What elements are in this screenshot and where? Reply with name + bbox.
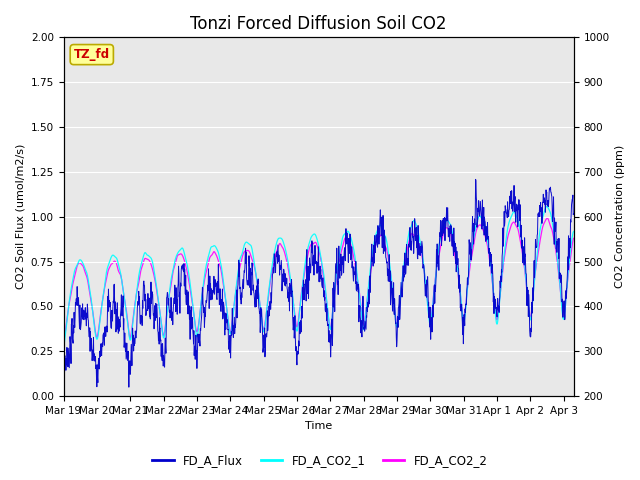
X-axis label: Time: Time [305, 421, 332, 432]
Text: TZ_fd: TZ_fd [74, 48, 110, 61]
Legend: FD_A_Flux, FD_A_CO2_1, FD_A_CO2_2: FD_A_Flux, FD_A_CO2_1, FD_A_CO2_2 [148, 449, 492, 472]
Title: Tonzi Forced Diffusion Soil CO2: Tonzi Forced Diffusion Soil CO2 [190, 15, 447, 33]
Y-axis label: CO2 Concentration (ppm): CO2 Concentration (ppm) [615, 145, 625, 288]
Y-axis label: CO2 Soil Flux (umol/m2/s): CO2 Soil Flux (umol/m2/s) [15, 144, 25, 289]
